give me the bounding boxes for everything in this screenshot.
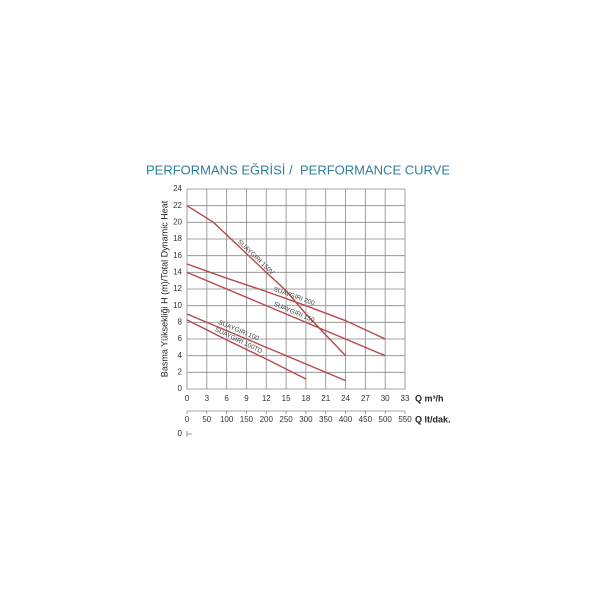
y-tick-label: 24 [173,184,182,193]
x-tick-label: 12 [262,394,271,403]
x-tick-label: 30 [381,394,390,403]
x-tick-label: 6 [224,394,229,403]
x-tick-label: 27 [361,394,370,403]
x-tick-label: 21 [321,394,330,403]
x2-tick-label: 500 [379,415,393,424]
x-tick-label: 24 [341,394,350,403]
y-tick-label: 2 [178,367,183,376]
series-line [186,205,347,357]
x2-tick-label: 50 [202,415,211,424]
y-tick-label: 10 [173,301,182,310]
x-tick-label: 9 [244,394,249,403]
x-tick-label: 33 [401,394,410,403]
x-tick-label: 3 [205,394,210,403]
x2-tick-label: 250 [279,415,293,424]
chart-subtitle: PERFORMANCE CURVE [300,162,450,177]
y-tick-label: 22 [173,201,182,210]
y-tick-label: 4 [178,351,183,360]
chart-title: PERFORMANS EĞRİSİ / [146,162,293,177]
x2-tick-label: 350 [319,415,333,424]
series-line [186,271,386,357]
y-tick-label: 20 [173,217,182,226]
x2-tick-label: 0 [185,415,190,424]
series-line [186,313,346,382]
x2-tick-label: 450 [359,415,373,424]
x2-tick-label: 550 [398,415,412,424]
y-tick-label: 16 [173,251,182,260]
x-tick-label: 18 [301,394,310,403]
x-axis-label: Q m³/h [415,393,444,403]
y-tick-label: 18 [173,234,182,243]
series-line [186,319,307,380]
x-tick-label: 0 [185,394,190,403]
x2-tick-label: 400 [339,415,353,424]
y-tick-label: 12 [173,284,182,293]
x2-tick-label: 100 [220,415,234,424]
x2-axis-label: Q lt/dak. [415,414,451,424]
x2-tick-label: 150 [240,415,254,424]
series-label: SUAYGIRI 150V [236,239,276,277]
x3-tick-label: 0 [178,429,183,438]
y-tick-label: 8 [178,317,183,326]
y-tick-label: 0 [178,384,183,393]
x2-tick-label: 300 [299,415,313,424]
y-tick-label: 14 [173,267,182,276]
x-tick-label: 15 [282,394,291,403]
x2-tick-label: 200 [260,415,274,424]
y-tick-label: 6 [178,334,183,343]
series-line [186,263,386,340]
y-axis-label: Basma Yüksekliği H (m)/Total Dynamic Hea… [159,200,169,377]
